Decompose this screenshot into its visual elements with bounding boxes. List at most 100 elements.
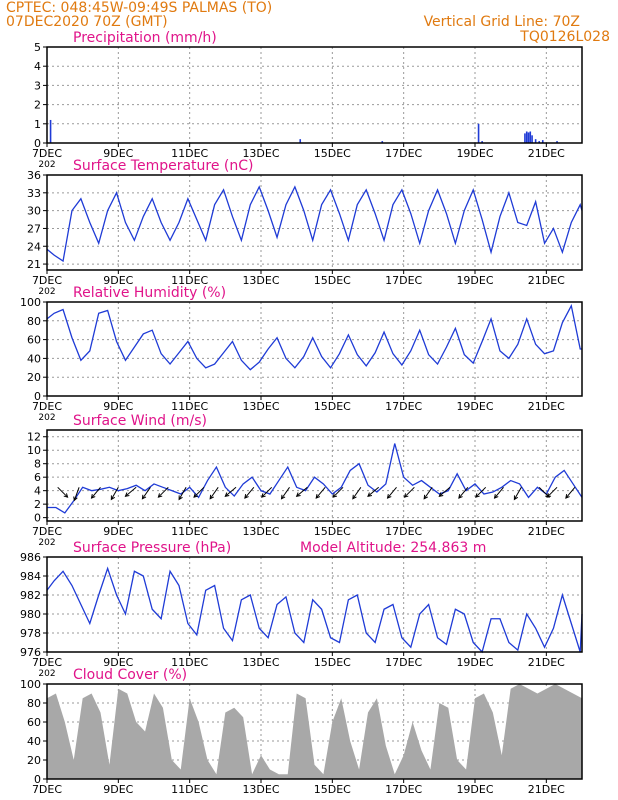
pressure-title: Surface Pressure (hPa) (73, 540, 231, 556)
precip-bar (531, 135, 533, 143)
rh-xtick-label: 21DEC (528, 400, 565, 413)
precip-bar (381, 141, 384, 143)
wind-xtick-label: 21DEC (528, 525, 565, 538)
wind-arrow-head (332, 493, 338, 498)
precip-ytick-label: 3 (34, 79, 41, 92)
cloud-ytick-label: 60 (27, 716, 41, 729)
rh-series-line (46, 303, 582, 371)
temp-frame (46, 174, 583, 271)
pressure-year-label: 202 (38, 669, 55, 679)
wind-ytick-label: 0 (34, 512, 41, 525)
pressure-series-line (46, 566, 583, 654)
precip-ytick-label: 0 (34, 137, 41, 150)
wind-arrow (110, 487, 119, 500)
wind-arrow-head (546, 493, 552, 498)
wind-arrow-head (244, 494, 249, 499)
header-model-id: TQ0126L028 (520, 29, 610, 45)
precip-bar (538, 141, 540, 143)
precip-title: Precipitation (mm/h) (73, 30, 217, 46)
wind-arrow (367, 486, 380, 497)
wind-arrow (296, 486, 308, 497)
cloud-ytick-label: 100 (20, 678, 41, 691)
precip-ytick-label: 5 (34, 41, 41, 54)
pressure-ytick-label: 984 (20, 570, 41, 583)
wind-xtick-label: 7DEC (32, 525, 62, 538)
wind-arrow (458, 486, 469, 499)
precip-bar (477, 123, 480, 143)
precip-xtick-label: 19DEC (456, 147, 493, 160)
wind-arrow (91, 486, 101, 499)
precip-ytick-label: 1 (34, 118, 41, 131)
rh-ytick-label: 60 (27, 334, 41, 347)
precip-ytick-label: 2 (34, 99, 41, 112)
precip-bar (534, 139, 537, 143)
wind-arrow-head (295, 492, 301, 497)
pressure-ytick-label: 976 (20, 646, 41, 659)
wind-arrow (565, 486, 576, 499)
precip-bar (524, 133, 526, 143)
precip-bar (541, 140, 544, 143)
pressure-frame (46, 556, 583, 653)
precip-year-label: 202 (38, 160, 55, 170)
temp-title: Surface Temperature (nC) (73, 158, 254, 174)
wind-arrow-head (458, 494, 463, 499)
cloud-xtick-label: 15DEC (314, 783, 351, 796)
wind-arrow (546, 486, 558, 498)
cloud-area (47, 684, 582, 779)
wind-xtick-label: 15DEC (314, 525, 351, 538)
temp-xtick-label: 21DEC (528, 274, 565, 287)
precip-xtick-label: 7DEC (32, 147, 62, 160)
wind-arrow (281, 487, 290, 500)
pressure-ytick-label: 980 (20, 608, 41, 621)
rh-ytick-label: 0 (34, 390, 41, 403)
temp-xtick-label: 11DEC (171, 274, 208, 287)
rh-xtick-label: 17DEC (385, 400, 422, 413)
wind-ytick-label: 10 (27, 444, 41, 457)
cloud-ytick-label: 80 (27, 697, 41, 710)
temp-xtick-label: 19DEC (456, 274, 493, 287)
precip-bar (299, 139, 302, 143)
cloud-ytick-label: 20 (27, 754, 41, 767)
pressure-ytick-label: 982 (20, 589, 41, 602)
wind-arrow-head (178, 495, 183, 501)
rh-xtick-label: 7DEC (32, 400, 62, 413)
wind-arrow (315, 486, 326, 499)
rh-ytick-label: 100 (20, 296, 41, 309)
wind-arrow (178, 487, 187, 500)
pressure-xtick-label: 7DEC (32, 656, 62, 669)
wind-arrow-head (73, 496, 78, 502)
precip-bar (49, 119, 52, 143)
wind-arrow-head (493, 494, 499, 499)
temp-ytick-label: 21 (27, 258, 41, 271)
temp-xtick-label: 9DEC (103, 274, 133, 287)
pressure-xtick-label: 11DEC (171, 656, 208, 669)
precip-bar (529, 131, 532, 143)
wind-arrow (423, 487, 433, 500)
wind-series-line (47, 443, 583, 514)
rh-year-label: 202 (38, 413, 55, 423)
precip-xtick-label: 17DEC (385, 147, 422, 160)
temp-ytick-label: 24 (27, 240, 41, 253)
wind-arrow-head (157, 493, 163, 498)
wind-arrow-head (565, 494, 570, 499)
cloud-xtick-label: 11DEC (171, 783, 208, 796)
wind-arrow-head (403, 493, 409, 498)
rh-xtick-label: 11DEC (171, 400, 208, 413)
wind-arrow-head (352, 494, 357, 500)
precip-xtick-label: 15DEC (314, 147, 351, 160)
wind-arrow-head (209, 494, 214, 500)
precip-bar (525, 131, 528, 143)
temp-series-line (46, 185, 583, 263)
pressure-xtick-label: 9DEC (103, 656, 133, 669)
cloud-xtick-label: 21DEC (528, 783, 565, 796)
temp-ytick-label: 36 (27, 169, 41, 182)
precip-xtick-label: 9DEC (103, 147, 133, 160)
temp-ytick-label: 30 (27, 205, 41, 218)
wind-arrow (141, 487, 151, 500)
wind-arrow-head (224, 492, 230, 497)
wind-arrow (513, 487, 522, 500)
rh-ytick-label: 40 (27, 352, 41, 365)
pressure-xtick-label: 19DEC (456, 656, 493, 669)
